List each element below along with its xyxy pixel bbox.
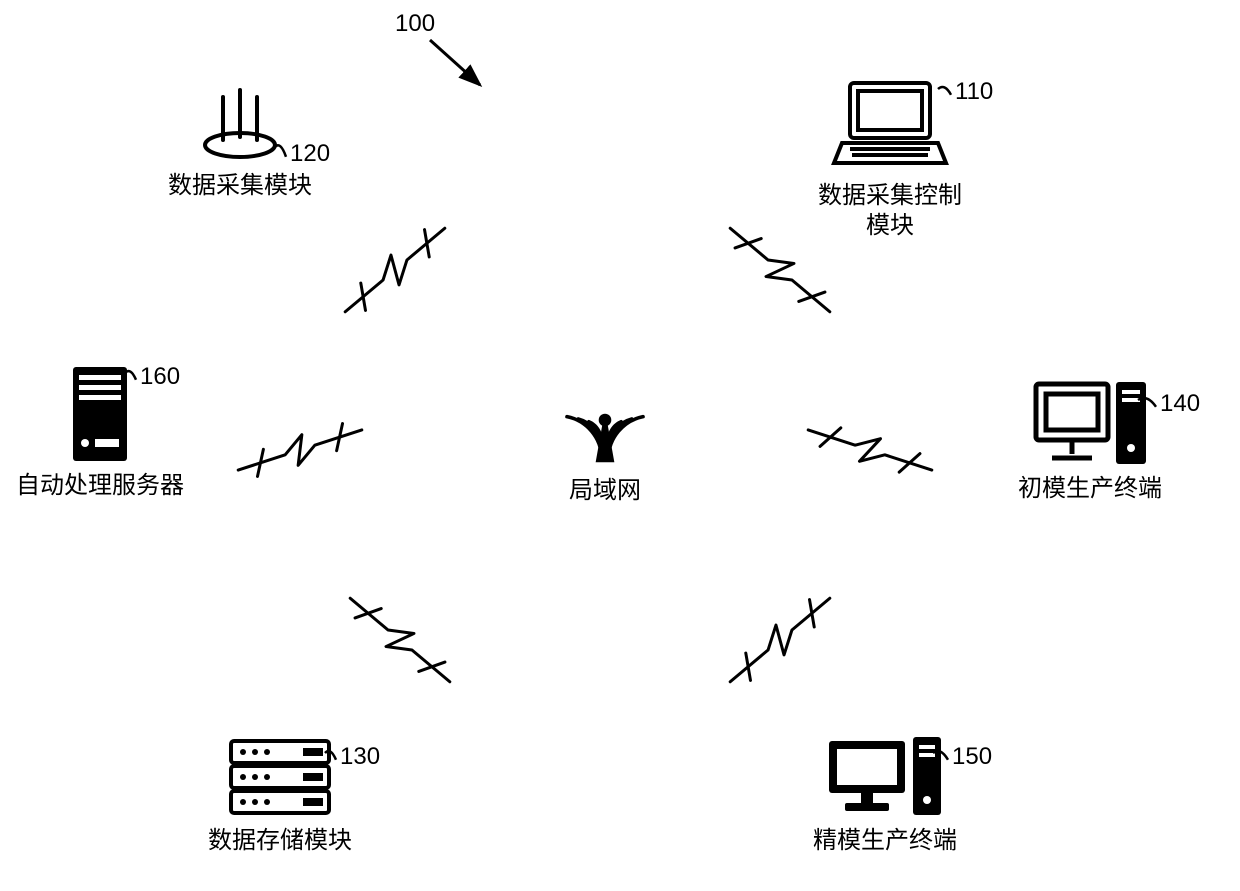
data-storage-module-label: 数据存储模块 xyxy=(208,826,352,856)
ref-100-text: 100 xyxy=(395,10,435,37)
ref-160: 160 xyxy=(140,363,180,391)
lan-node: 局域网 xyxy=(560,370,650,506)
ref-110: 110 xyxy=(955,78,993,106)
ref-130-text: 130 xyxy=(340,743,380,770)
laptop-icon xyxy=(830,75,950,175)
arrow-100 xyxy=(425,35,505,115)
ref-140: 140 xyxy=(1160,390,1200,418)
lan-label: 局域网 xyxy=(560,476,650,506)
data-collection-control-module-label: 数据采集控制 模块 xyxy=(818,181,962,241)
data-storage-module-node: 数据存储模块 xyxy=(208,735,352,856)
ref-150: 150 xyxy=(952,743,992,771)
data-collection-control-module-node: 数据采集控制 模块 xyxy=(818,75,962,241)
ref-120-text: 120 xyxy=(290,140,330,167)
server-tower-icon xyxy=(65,365,135,465)
ref-110-text: 110 xyxy=(955,78,993,105)
ref-160-text: 160 xyxy=(140,363,180,390)
initial-model-production-terminal-node: 初模生产终端 xyxy=(1018,378,1162,504)
desktop-pc-icon xyxy=(1030,378,1150,468)
fine-model-production-terminal-label: 精模生产终端 xyxy=(813,826,957,856)
router-icon xyxy=(190,85,290,165)
auto-processing-server-label: 自动处理服务器 xyxy=(16,471,184,501)
initial-model-production-terminal-label: 初模生产终端 xyxy=(1018,474,1162,504)
fine-model-production-terminal-node: 精模生产终端 xyxy=(813,735,957,856)
ref-100: 100 xyxy=(395,10,435,38)
wifi-antenna-icon xyxy=(560,370,650,470)
rack-server-icon xyxy=(225,735,335,820)
ref-130: 130 xyxy=(340,743,380,771)
ref-140-text: 140 xyxy=(1160,390,1200,417)
desktop-pc2-icon xyxy=(825,735,945,820)
ref-150-text: 150 xyxy=(952,743,992,770)
ref-120: 120 xyxy=(290,140,330,168)
data-collection-module-label: 数据采集模块 xyxy=(168,171,312,201)
